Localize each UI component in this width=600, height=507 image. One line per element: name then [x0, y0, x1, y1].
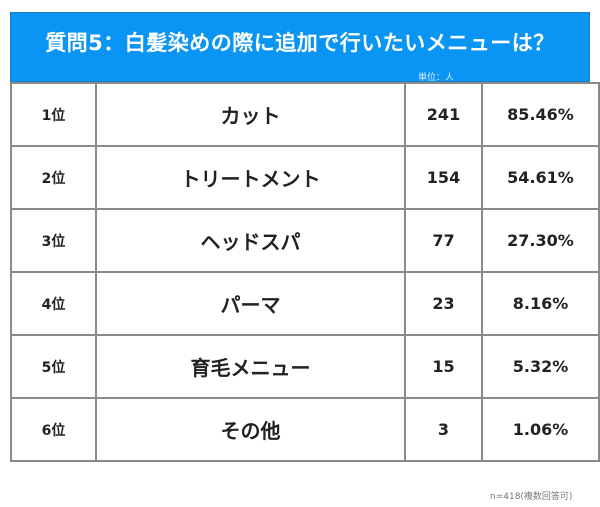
title-banner: 質問5：白髪染めの際に追加で行いたいメニューは？ 単位：人: [10, 12, 590, 83]
percent-cell: 27.30%: [481, 208, 600, 273]
percent-cell: 5.32%: [481, 334, 600, 399]
table-row: 5位 育毛メニュー 15 5.32%: [10, 334, 600, 399]
rank-cell: 6位: [10, 397, 97, 462]
item-cell: パーマ: [95, 271, 406, 336]
rank-cell: 4位: [10, 271, 97, 336]
rank-cell: 3位: [10, 208, 97, 273]
item-cell: カット: [95, 82, 406, 147]
table-row: 1位 カット 241 85.46%: [10, 82, 600, 147]
count-cell: 154: [404, 145, 483, 210]
table-row: 3位 ヘッドスパ 77 27.30%: [10, 208, 600, 273]
item-cell: トリートメント: [95, 145, 406, 210]
count-cell: 77: [404, 208, 483, 273]
rank-cell: 2位: [10, 145, 97, 210]
item-cell: 育毛メニュー: [95, 334, 406, 399]
count-cell: 23: [404, 271, 483, 336]
rank-cell: 1位: [10, 82, 97, 147]
rank-cell: 5位: [10, 334, 97, 399]
table-row: 2位 トリートメント 154 54.61%: [10, 145, 600, 210]
percent-cell: 8.16%: [481, 271, 600, 336]
percent-cell: 1.06%: [481, 397, 600, 462]
count-cell: 3: [404, 397, 483, 462]
ranking-table: 1位 カット 241 85.46% 2位 トリートメント 154 54.61% …: [10, 82, 600, 462]
item-cell: その他: [95, 397, 406, 462]
count-cell: 15: [404, 334, 483, 399]
sample-size-note: n=418(複数回答可): [490, 492, 573, 502]
percent-cell: 85.46%: [481, 82, 600, 147]
unit-label: 単位：人: [418, 73, 455, 83]
item-cell: ヘッドスパ: [95, 208, 406, 273]
count-cell: 241: [404, 82, 483, 147]
table-row: 4位 パーマ 23 8.16%: [10, 271, 600, 336]
chart-title: 質問5：白髪染めの際に追加で行いたいメニューは？: [45, 31, 555, 55]
table-row: 6位 その他 3 1.06%: [10, 397, 600, 462]
percent-cell: 54.61%: [481, 145, 600, 210]
